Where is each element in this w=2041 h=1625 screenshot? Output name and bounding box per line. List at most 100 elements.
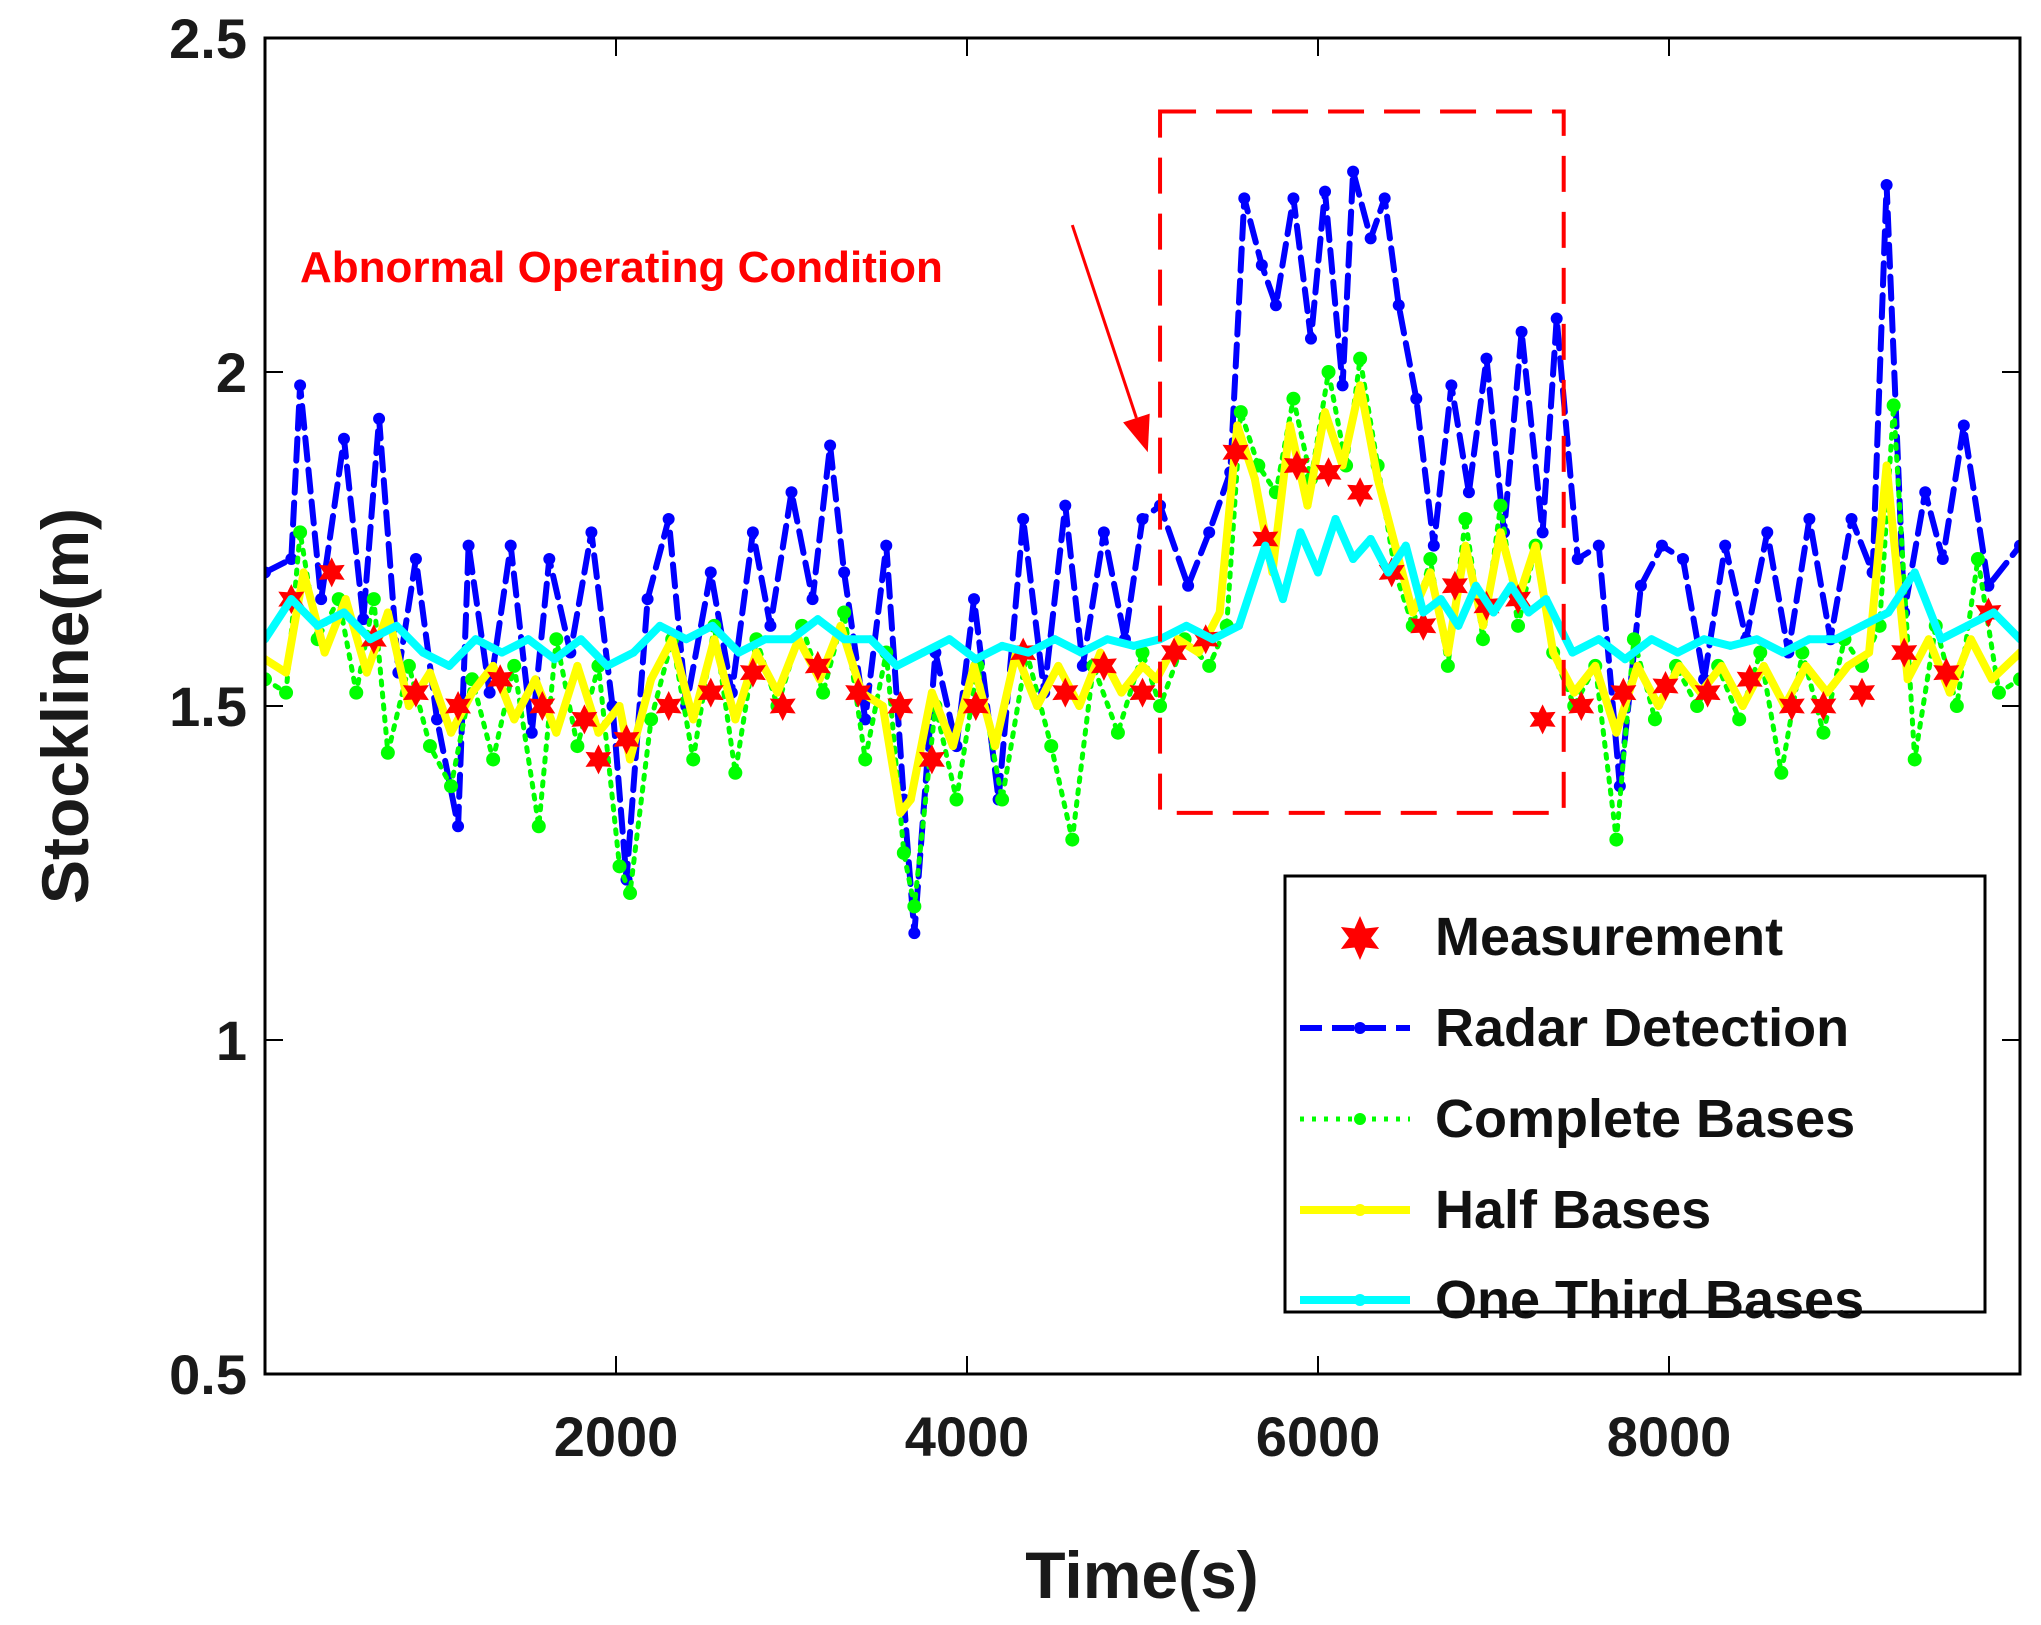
half-bases-point — [896, 808, 905, 817]
complete-bases-point — [949, 792, 964, 807]
radar-detection-point — [1392, 299, 1405, 312]
radar-detection-point — [1919, 486, 1932, 499]
radar-detection-line — [265, 168, 2020, 937]
radar-detection-point — [1304, 332, 1317, 345]
radar-detection-point — [1761, 526, 1774, 539]
measurement-point — [1810, 691, 1837, 721]
one-third-bases-point — [418, 648, 427, 657]
half-bases-point — [1117, 688, 1126, 697]
half-bases-point — [1654, 702, 1663, 710]
complete-bases-point — [816, 685, 831, 700]
measurement-point — [1652, 671, 1679, 701]
half-bases-point — [383, 608, 392, 617]
complete-bases-point — [1795, 645, 1810, 660]
half-bases-point — [447, 728, 456, 737]
half-bases-point — [878, 702, 887, 710]
half-bases-point — [552, 728, 561, 737]
half-bases-point — [1844, 661, 1853, 670]
x-axis-label: Time(s) — [1025, 1538, 1259, 1612]
one-third-bases-point — [1331, 514, 1340, 523]
radar-detection-point — [1462, 486, 1475, 499]
radar-detection-point — [285, 553, 298, 566]
half-bases-point — [1478, 621, 1487, 630]
complete-bases-point — [1753, 645, 1768, 660]
half-bases-point — [1285, 421, 1294, 430]
complete-bases-point — [1886, 398, 1901, 413]
one-third-bases-point — [1129, 641, 1138, 650]
one-third-bases-point — [1542, 595, 1551, 604]
one-third-bases-point — [1805, 635, 1814, 644]
half-bases-point — [752, 648, 761, 657]
half-bases-point — [970, 661, 979, 670]
complete-bases-point — [1647, 712, 1662, 727]
half-bases-point — [1675, 661, 1684, 670]
complete-bases-point — [612, 859, 627, 874]
complete-bases-line — [265, 356, 2020, 909]
radar-detection-point — [1845, 512, 1858, 525]
radar-detection-point — [1364, 232, 1377, 245]
one-third-bases-point — [629, 648, 638, 657]
measurement-point — [887, 691, 914, 721]
complete-bases-point — [380, 745, 395, 760]
radar-detection-point — [641, 593, 654, 606]
half-bases-point — [927, 688, 936, 697]
half-bases-point — [689, 715, 698, 724]
half-bases-point — [468, 688, 477, 697]
half-bases-point — [1303, 501, 1312, 510]
complete-bases-point — [1907, 752, 1922, 767]
one-third-bases-point — [1963, 621, 1972, 630]
one-third-bases-point — [1471, 581, 1480, 590]
one-third-bases-point — [392, 621, 401, 630]
measurement-point — [1441, 570, 1468, 601]
measurement-point — [318, 557, 345, 588]
legend-marker-complete-bases — [1354, 1113, 1366, 1125]
half-bases-point — [1633, 661, 1642, 670]
one-third-bases-point — [1314, 568, 1322, 577]
half-bases-point — [1461, 541, 1470, 550]
one-third-bases-point — [1700, 635, 1709, 644]
one-third-bases-point — [1182, 621, 1191, 630]
half-bases-point — [1801, 661, 1810, 670]
complete-bases-point — [422, 739, 437, 754]
half-bases-point — [282, 668, 291, 677]
complete-bases-point — [1353, 351, 1368, 366]
radar-detection-point — [585, 526, 598, 539]
radar-detection-point — [1536, 526, 1549, 539]
half-bases-point — [1391, 541, 1400, 550]
complete-bases-point — [1440, 658, 1455, 673]
one-third-bases-point — [603, 661, 612, 670]
complete-bases-point — [1949, 699, 1964, 713]
measurement-point — [804, 650, 831, 681]
half-bases-point — [948, 742, 957, 751]
legend-label-radar-detection: Radar Detection — [1435, 998, 1849, 1058]
one-third-bases-point — [1524, 608, 1533, 617]
one-third-bases-point — [971, 655, 980, 664]
half-bases-point — [594, 728, 603, 737]
measurement-point — [1529, 704, 1556, 735]
one-third-bases-point — [1366, 535, 1375, 543]
radar-detection-point — [373, 412, 386, 425]
half-bases-point — [1531, 541, 1540, 550]
measurement-point — [529, 691, 556, 721]
one-third-bases-point — [1726, 641, 1735, 650]
radar-detection-point — [806, 593, 819, 606]
one-third-bases-point — [1278, 595, 1287, 604]
radar-detection-point — [824, 439, 837, 452]
one-third-bases-point — [313, 621, 322, 630]
radar-detection-point — [1592, 539, 1605, 552]
radar-detection-point — [483, 686, 496, 699]
legend-label-half-bases: Half Bases — [1435, 1180, 1711, 1240]
half-bases-point — [1903, 675, 1912, 684]
one-third-bases-point — [708, 621, 717, 630]
half-bases-point — [510, 715, 519, 724]
series-layer — [265, 165, 2020, 940]
measurement-point — [1891, 637, 1918, 668]
annotation-layer: Abnormal Operating Condition — [300, 109, 1566, 815]
half-bases-point — [1759, 661, 1768, 670]
radar-detection-point — [968, 593, 981, 606]
half-bases-point — [1612, 728, 1621, 737]
measurement-point — [1849, 677, 1875, 708]
radar-detection-point — [1336, 379, 1349, 392]
radar-detection-point — [357, 613, 370, 626]
